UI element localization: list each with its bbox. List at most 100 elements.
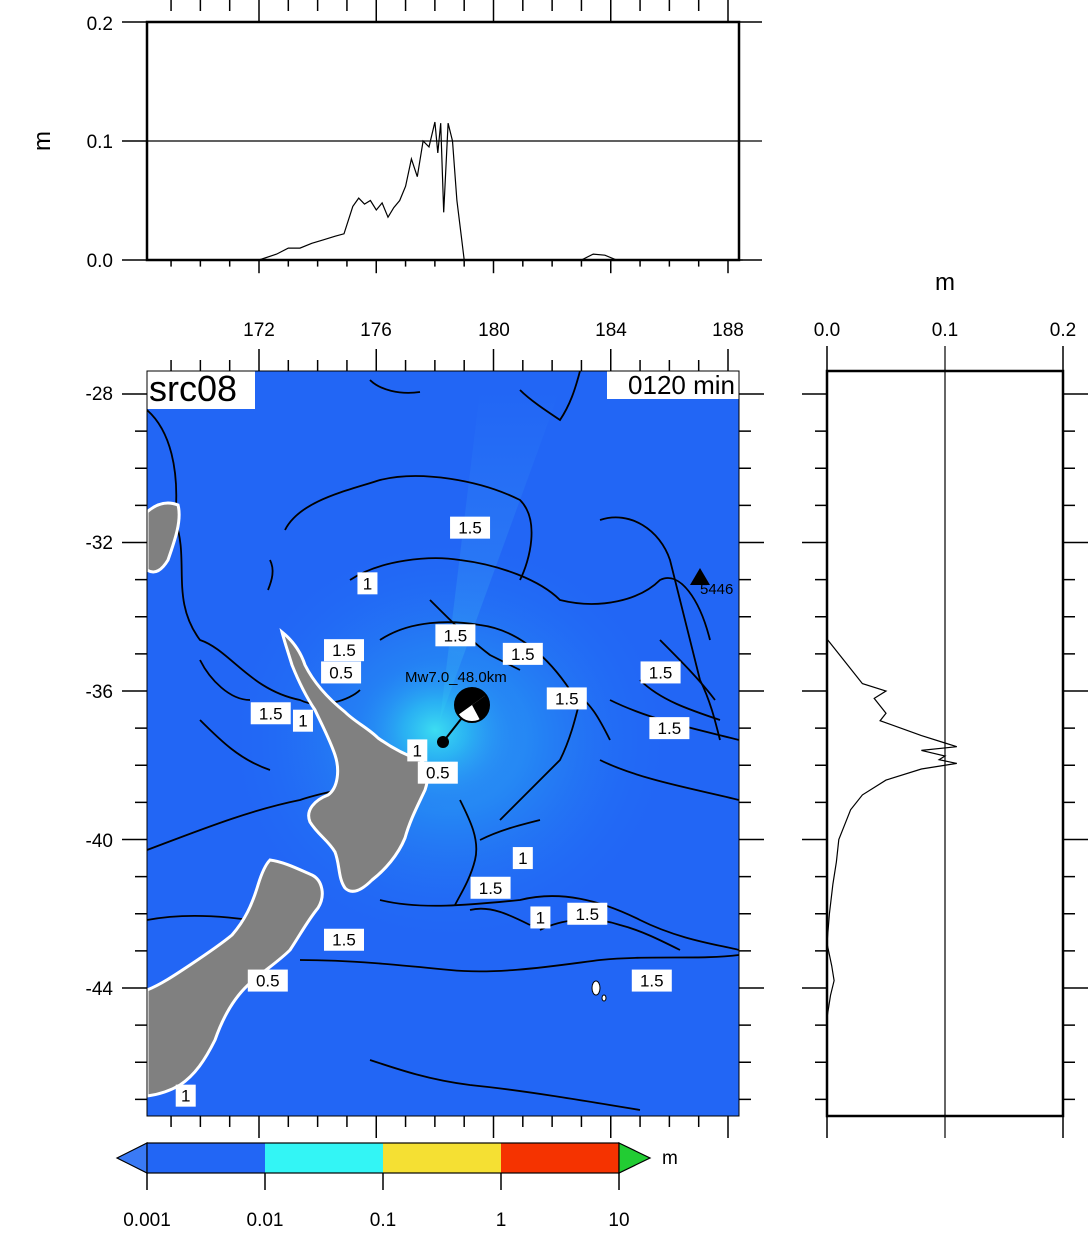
side-waveform-line [826, 638, 957, 1118]
contour-label: 0.5 [247, 969, 288, 992]
contour-label-box [324, 928, 365, 951]
contour-label: 1.5 [649, 717, 690, 740]
contour-label: 1 [357, 572, 378, 595]
contour-label: 1.5 [324, 639, 365, 662]
contour-label: 1.5 [631, 969, 672, 992]
lat-tick--28: -28 [86, 384, 113, 405]
contour-label-text: 1.5 [511, 645, 535, 664]
australia-coast [147, 501, 181, 574]
contour-label-text: 0.5 [329, 663, 353, 682]
top-panel-frame [145, 20, 741, 262]
lat-tick--44: -44 [86, 979, 114, 1000]
time-label: 0120 min [628, 370, 735, 400]
colorbar: m 0.001 0.01 0.1 1 10 [115, 1142, 678, 1231]
top-waveform-panel: m 0.0 0.1 0.2 [29, 0, 762, 274]
contour-label-box [175, 1084, 196, 1107]
contour-label-text: 0.5 [256, 972, 280, 991]
contour-label-box [546, 687, 587, 710]
contour-label: 1.5 [567, 902, 608, 925]
contour-label: 1.5 [324, 928, 365, 951]
contour-label-text: 1 [413, 741, 422, 760]
contour-label-box [324, 639, 365, 662]
lon-tick-180: 180 [478, 320, 510, 341]
focal-mechanism-beachball [454, 687, 490, 723]
contour-label-text: 0.5 [426, 764, 450, 783]
contour-label-box [250, 702, 291, 725]
colorbar-under-arrow [115, 1142, 148, 1174]
contour-label-box [530, 906, 551, 929]
colorbar-label-4: 10 [608, 1210, 629, 1231]
lat-tick--32: -32 [86, 533, 113, 554]
contour-label-box [640, 661, 681, 684]
contour-label-box [292, 709, 313, 732]
contour-label-box [567, 902, 608, 925]
colorbar-segment-3 [501, 1143, 619, 1173]
contour-label-box [512, 847, 533, 870]
contour-label-text: 1 [518, 849, 527, 868]
land [147, 501, 430, 1098]
contour-label: 1 [512, 847, 533, 870]
top-panel-lon-ticks [170, 0, 729, 274]
contour-label-box [247, 969, 288, 992]
contour-label-box [417, 761, 458, 784]
top-ytick-2: 0.2 [87, 14, 113, 35]
contour-label: 1.5 [502, 642, 543, 665]
south-island [147, 858, 324, 1098]
contour-label-text: 1.5 [479, 879, 503, 898]
contour-label-text: 1.5 [332, 641, 356, 660]
contour-label-box [502, 642, 543, 665]
north-island [279, 628, 430, 893]
contour-label-box [435, 624, 476, 647]
colorbar-label-3: 1 [496, 1210, 507, 1231]
lon-tick-172: 172 [243, 320, 275, 341]
time-box [607, 371, 739, 399]
contour-label-text: 1.5 [444, 626, 468, 645]
lat-axis-ticks [122, 393, 764, 1101]
lon-tick-184: 184 [595, 320, 627, 341]
islands [591, 980, 607, 1002]
lat-tick--40: -40 [86, 831, 113, 852]
side-lat-ticks [802, 393, 1088, 1101]
contour-label: 0.5 [321, 661, 362, 684]
contour-label-text: 1 [181, 1087, 190, 1106]
side-panel-frame [825, 369, 1065, 1118]
contour-label: 1.5 [470, 876, 511, 899]
contour-label-text: 1.5 [575, 905, 599, 924]
contour-label-text: 1 [536, 908, 545, 927]
top-panel-ylabel: m [29, 131, 56, 151]
epicenter-dot [437, 736, 449, 748]
top-ytick-0: 0.0 [87, 251, 113, 272]
side-waveform-panel: m 0.0 0.1 0.2 [802, 269, 1088, 1138]
contour-label: 1.5 [546, 687, 587, 710]
contour-label: 1.5 [435, 624, 476, 647]
contour-label: 1.5 [450, 516, 491, 539]
top-waveform-line [258, 121, 743, 261]
contour-label: 1.5 [250, 702, 291, 725]
contour-label: 1.5 [640, 661, 681, 684]
side-panel-xlabel: m [935, 269, 955, 296]
map-title: src08 [149, 368, 237, 409]
colorbar-label-0: 0.001 [123, 1210, 171, 1231]
contour-label: 1 [407, 739, 428, 762]
colorbar-segment-0 [147, 1143, 265, 1173]
lon-tick-188: 188 [712, 320, 744, 341]
contour-label-box [631, 969, 672, 992]
contour-label-text: 1.5 [640, 972, 664, 991]
contour-labels: 1.511.50.51.51.51.51.51.5 1 1.510.511.51.5… [175, 516, 690, 1107]
contour-label-box [357, 572, 378, 595]
contour-label-box [649, 717, 690, 740]
contour-label-box [470, 876, 511, 899]
contour-label-text: 1.5 [259, 704, 283, 723]
top-ytick-1: 0.1 [87, 132, 113, 153]
contour-label: 1 [175, 1084, 196, 1107]
contour-label-text: 1.5 [555, 689, 579, 708]
lon-axis-labels: 172 176 180 184 188 [243, 320, 744, 341]
side-xtick-0: 0.0 [814, 320, 840, 341]
contour-label: 0.5 [417, 761, 458, 784]
contour-label: 1 [292, 709, 313, 732]
map-lon-ticks [170, 349, 729, 1138]
map-panel: Mw7.0_48.0km 5446 1.5 1 1.5 0.5 1.5 1.5 1.5 1.5… [86, 349, 764, 1138]
contour-label-text: 1.5 [332, 931, 356, 950]
station-marker [690, 568, 710, 585]
